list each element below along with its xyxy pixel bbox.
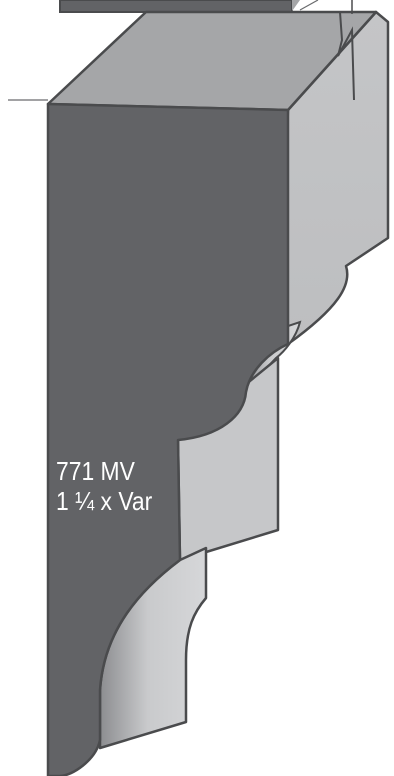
front-profile-face — [46, 102, 290, 776]
profile-label: 771 MV 1 ¼ x Var — [56, 456, 152, 516]
profile-code: 771 MV — [56, 456, 135, 486]
break-mark — [337, 11, 355, 101]
upper-block-edge — [59, 0, 293, 13]
reference-line-top — [299, 0, 319, 11]
upper-block-side — [290, 0, 300, 14]
profile-dimensions: 1 ¼ x Var — [56, 486, 153, 516]
